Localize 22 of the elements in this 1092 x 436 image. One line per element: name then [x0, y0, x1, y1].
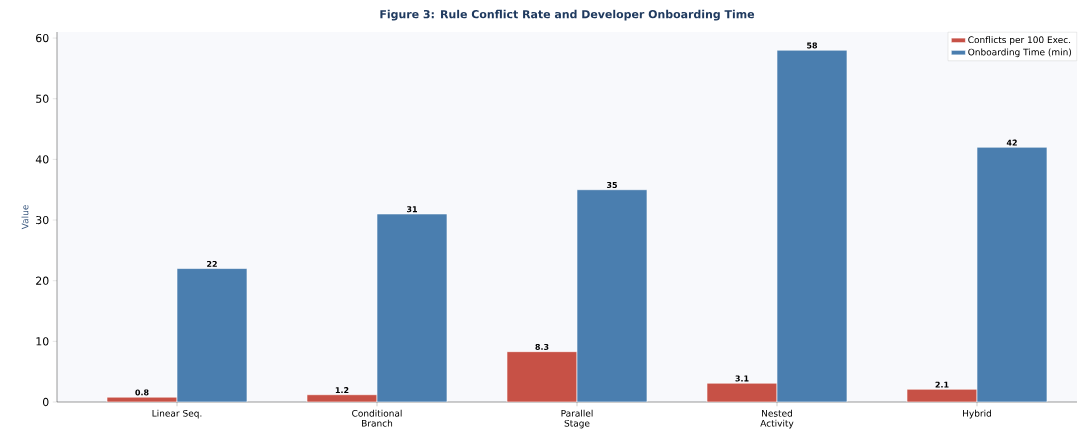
y-tick-label: 10 — [36, 337, 49, 346]
legend-label: Onboarding Time (min) — [968, 48, 1072, 58]
x-tick-label: Linear Seq. — [152, 409, 202, 419]
y-tick-label: 20 — [36, 276, 49, 285]
x-tick-label: Hybrid — [963, 409, 991, 419]
x-tick-label: Parallel Stage — [561, 409, 593, 429]
y-tick-label: 30 — [36, 215, 49, 225]
bar — [376, 213, 448, 402]
y-tick-label: 60 — [36, 33, 49, 43]
bar — [776, 49, 848, 402]
x-tick-label: Conditional Branch — [352, 409, 402, 427]
y-tick-label: 40 — [35, 155, 49, 164]
bar — [506, 351, 578, 402]
y-tick-label: 50 — [36, 94, 49, 103]
chart-title: Figure 3: Rule Conflict Rate and Developer Onboarding Time — [380, 9, 755, 21]
y-tick-label: 0 — [42, 397, 49, 407]
bar — [976, 146, 1048, 402]
x-tick-label: Nested Activity — [760, 409, 794, 429]
y-axis-title: Value — [21, 205, 29, 230]
bar — [176, 268, 248, 402]
legend-label: Conflicts per 100 Exec. — [968, 36, 1071, 45]
bar — [576, 189, 648, 402]
